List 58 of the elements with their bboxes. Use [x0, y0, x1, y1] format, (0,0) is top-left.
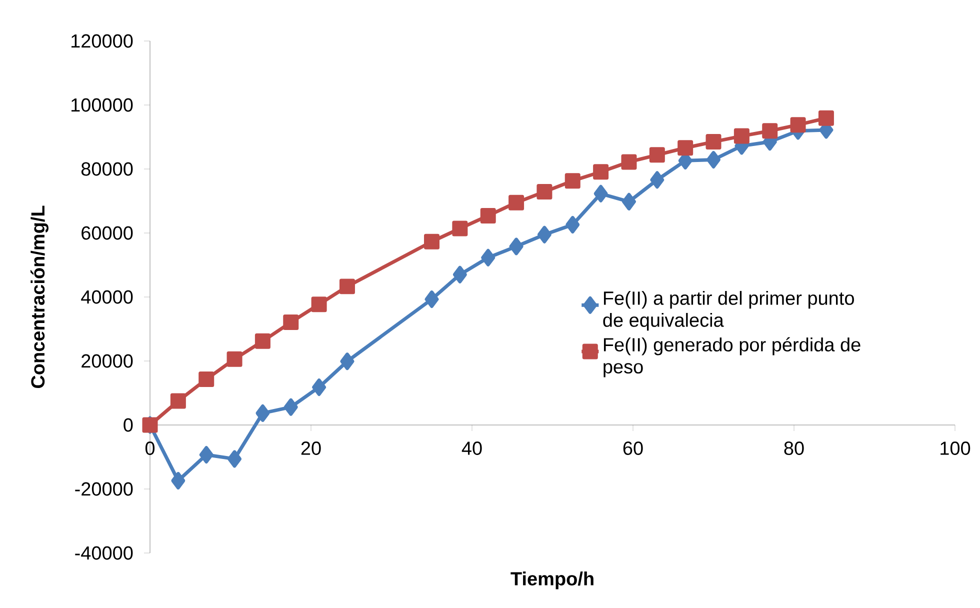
point: [650, 171, 664, 189]
point: [622, 192, 636, 210]
point: [734, 128, 750, 144]
x-tick-label: 20: [301, 442, 321, 455]
x-tick-label: 0: [145, 442, 155, 455]
point: [706, 134, 722, 150]
y-tick-label: 0: [124, 418, 133, 432]
point: [256, 404, 270, 422]
point: [790, 117, 806, 133]
point: [481, 248, 496, 266]
point: [284, 398, 298, 416]
legend-label: Fe(II) generado por pérdida de peso: [604, 337, 860, 378]
point: [311, 296, 327, 312]
y-tick-label: 40000: [81, 290, 133, 304]
y-tick-label: 100000: [72, 98, 133, 112]
y-axis-title: Concentración/mg/L: [30, 206, 48, 388]
x-tick-label: 60: [623, 442, 643, 455]
legend-label: Fe(II) a partir del primer punto de equivalecia: [603, 290, 854, 331]
point: [199, 446, 214, 464]
point: [621, 154, 637, 170]
point: [564, 173, 580, 189]
y-tick-label: 60000: [82, 226, 133, 240]
y-tick-label: 120000: [72, 34, 133, 48]
point: [312, 378, 326, 396]
point: [226, 351, 242, 367]
point: [424, 234, 440, 250]
point: [452, 266, 467, 284]
point: [198, 371, 214, 387]
x-tick-label: 100: [940, 442, 970, 455]
y-tick-label: -20000: [75, 482, 133, 496]
point: [254, 333, 270, 349]
point: [594, 184, 608, 202]
point: [452, 220, 468, 236]
point: [171, 472, 186, 490]
point: [818, 110, 834, 126]
point: [678, 140, 694, 156]
y-tick-label: 20000: [82, 354, 133, 368]
point: [536, 184, 552, 200]
point: [340, 352, 354, 370]
point: [706, 150, 721, 168]
point: [537, 226, 552, 244]
y-tick-label: 80000: [81, 162, 133, 176]
point: [283, 314, 299, 330]
point: [424, 290, 439, 308]
x-axis-title: Tiempo/h: [510, 572, 594, 590]
point: [480, 208, 496, 224]
point: [649, 147, 665, 163]
point: [339, 278, 355, 294]
point: [762, 123, 778, 139]
x-tick-label: 80: [784, 442, 804, 455]
x-tick-label: 40: [462, 442, 482, 455]
point: [170, 393, 186, 409]
point: [228, 450, 242, 468]
y-tick-label: -40000: [75, 546, 133, 560]
point: [566, 216, 580, 234]
point: [509, 238, 524, 256]
point: [508, 194, 524, 210]
point: [593, 164, 609, 180]
